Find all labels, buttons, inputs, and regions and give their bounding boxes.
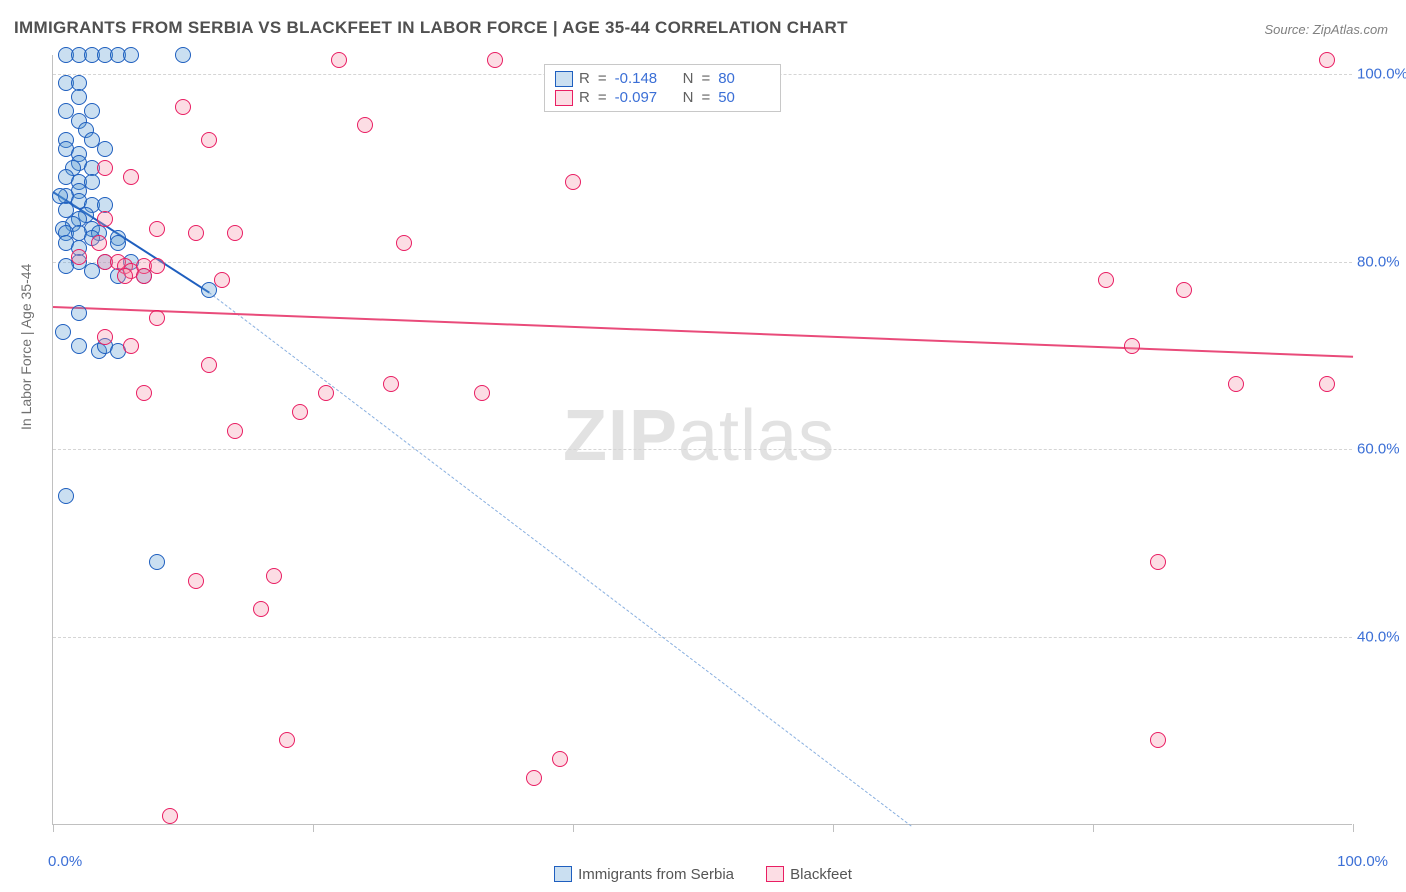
data-point xyxy=(97,211,113,227)
data-point xyxy=(1150,554,1166,570)
x-tick xyxy=(1353,824,1354,832)
data-point xyxy=(214,272,230,288)
legend-item-blackfeet: Blackfeet xyxy=(766,866,852,883)
data-point xyxy=(136,385,152,401)
swatch-blackfeet xyxy=(766,866,784,882)
data-point xyxy=(487,52,503,68)
data-point xyxy=(188,225,204,241)
x-tick xyxy=(573,824,574,832)
y-tick-label: 80.0% xyxy=(1357,253,1406,270)
data-point xyxy=(175,47,191,63)
data-point xyxy=(123,47,139,63)
x-axis-min-label: 0.0% xyxy=(48,853,82,870)
data-point xyxy=(71,89,87,105)
r-label: R xyxy=(579,70,590,87)
legend-label: Immigrants from Serbia xyxy=(578,866,734,883)
n-value: 50 xyxy=(718,89,770,106)
x-tick xyxy=(833,824,834,832)
data-point xyxy=(279,732,295,748)
r-label: R xyxy=(579,89,590,106)
data-point xyxy=(71,249,87,265)
data-point xyxy=(123,169,139,185)
legend-stat-row: R=-0.097N=50 xyxy=(555,88,770,107)
data-point xyxy=(357,117,373,133)
trend-line xyxy=(53,306,1353,358)
data-point xyxy=(55,324,71,340)
data-point xyxy=(1098,272,1114,288)
data-point xyxy=(565,174,581,190)
data-point xyxy=(162,808,178,824)
correlation-chart: IMMIGRANTS FROM SERBIA VS BLACKFEET IN L… xyxy=(0,0,1406,892)
r-value: -0.097 xyxy=(615,89,667,106)
data-point xyxy=(97,160,113,176)
data-point xyxy=(97,329,113,345)
data-point xyxy=(383,376,399,392)
data-point xyxy=(266,568,282,584)
data-point xyxy=(175,99,191,115)
legend-label: Blackfeet xyxy=(790,866,852,883)
data-point xyxy=(97,141,113,157)
data-point xyxy=(1124,338,1140,354)
data-point xyxy=(149,221,165,237)
data-point xyxy=(1228,376,1244,392)
swatch-serbia xyxy=(554,866,572,882)
data-point xyxy=(58,488,74,504)
plot-area: ZIPatlas 40.0%60.0%80.0%100.0% xyxy=(52,55,1352,825)
n-value: 80 xyxy=(718,70,770,87)
grid-line xyxy=(53,637,1352,638)
data-point xyxy=(201,132,217,148)
r-value: -0.148 xyxy=(615,70,667,87)
data-point xyxy=(396,235,412,251)
data-point xyxy=(1176,282,1192,298)
data-point xyxy=(227,225,243,241)
data-point xyxy=(552,751,568,767)
y-tick-label: 60.0% xyxy=(1357,441,1406,458)
data-point xyxy=(1319,376,1335,392)
x-tick xyxy=(1093,824,1094,832)
y-tick-label: 100.0% xyxy=(1357,65,1406,82)
grid-line xyxy=(53,262,1352,263)
legend-correlation-box: R=-0.148N=80R=-0.097N=50 xyxy=(544,64,781,112)
data-point xyxy=(526,770,542,786)
data-point xyxy=(474,385,490,401)
data-point xyxy=(331,52,347,68)
data-point xyxy=(149,310,165,326)
data-point xyxy=(253,601,269,617)
y-axis-label: In Labor Force | Age 35-44 xyxy=(18,264,34,430)
data-point xyxy=(227,423,243,439)
legend-item-serbia: Immigrants from Serbia xyxy=(554,866,734,883)
source-attribution: Source: ZipAtlas.com xyxy=(1264,22,1388,37)
legend-stat-row: R=-0.148N=80 xyxy=(555,69,770,88)
swatch-icon xyxy=(555,90,573,106)
data-point xyxy=(117,268,133,284)
watermark: ZIPatlas xyxy=(563,395,835,477)
data-point xyxy=(110,235,126,251)
data-point xyxy=(201,357,217,373)
x-axis-max-label: 100.0% xyxy=(1337,853,1388,870)
x-tick xyxy=(53,824,54,832)
y-tick-label: 40.0% xyxy=(1357,629,1406,646)
n-label: N xyxy=(683,70,694,87)
data-point xyxy=(123,338,139,354)
data-point xyxy=(292,404,308,420)
data-point xyxy=(318,385,334,401)
grid-line xyxy=(53,449,1352,450)
data-point xyxy=(91,235,107,251)
data-point xyxy=(188,573,204,589)
legend-series: Immigrants from Serbia Blackfeet xyxy=(0,866,1406,887)
n-label: N xyxy=(683,89,694,106)
swatch-icon xyxy=(555,71,573,87)
data-point xyxy=(1319,52,1335,68)
data-point xyxy=(71,305,87,321)
data-point xyxy=(149,554,165,570)
data-point xyxy=(1150,732,1166,748)
chart-title: IMMIGRANTS FROM SERBIA VS BLACKFEET IN L… xyxy=(14,18,848,38)
data-point xyxy=(136,268,152,284)
data-point xyxy=(71,338,87,354)
trend-line xyxy=(209,292,912,826)
x-tick xyxy=(313,824,314,832)
